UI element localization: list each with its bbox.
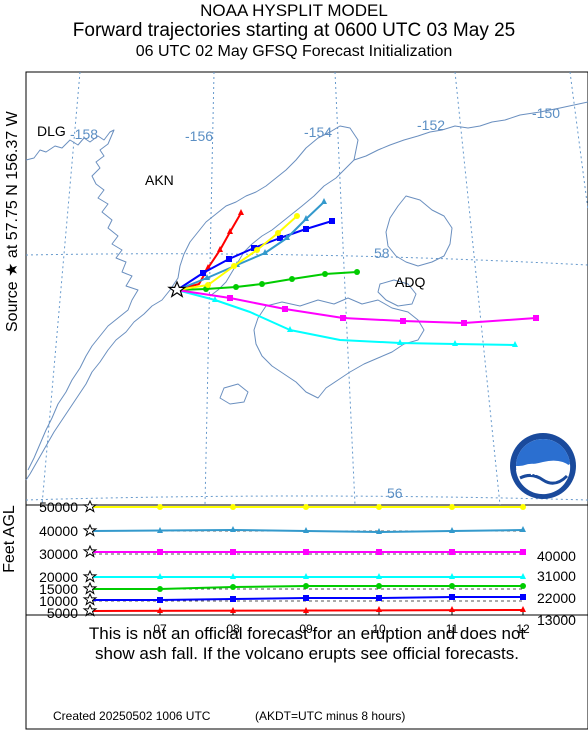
height-line-50000ft [90,504,526,510]
time-tick: 09 [299,622,313,636]
meridian-154 [334,71,356,506]
trajectory-15000ft [176,269,360,292]
trajectory-30000ft [176,289,539,326]
height-tick: 20000 [39,569,78,585]
map-trajectories [176,198,539,347]
lat-label: 58 [374,245,390,261]
height-line-20000ft [90,573,526,579]
created-timestamp: Created 20250502 1006 UTC [53,709,211,723]
place-akn: AKN [145,172,174,188]
disclaimer: This is not an official forecast for an … [26,624,588,664]
time-tick-labels: 07 08 09 10 11 12 [153,622,530,636]
height-line-10000ft [90,594,526,603]
height-line-40000ft [89,526,526,534]
time-tick: 12 [516,622,530,636]
parallel-58 [25,253,588,266]
disclaimer-line-1: This is not an official forecast for an … [88,624,526,643]
noaa-logo: noaa [510,433,576,499]
bristol-bay-coast [25,129,139,471]
star-icon [82,569,98,583]
map-frame [25,71,588,506]
height-tick: 40000 [39,523,78,539]
coastlines [25,101,588,481]
height-tick: 15000 [39,581,78,597]
star-icon [82,544,98,558]
height-right-label: 22000 [537,590,576,606]
lon-label: -152 [417,117,445,133]
time-tick: 08 [226,622,240,636]
star-icon [82,523,98,537]
height-line-500ft [89,606,526,613]
height-tick: 10000 [39,593,78,609]
star-icon [82,499,98,513]
model-title: NOAA HYSPLIT MODEL [200,1,388,20]
trajectory-40000ft [176,198,327,291]
lon-label: -158 [70,126,98,142]
height-source-stars [82,499,98,617]
alaska-peninsula-coast [25,101,588,481]
height-tick-labels: 50000 40000 30000 20000 15000 10000 5000 [39,499,78,621]
time-tick: 07 [153,622,167,636]
cook-inlet-coast [209,159,355,297]
trajectory-10000ft [176,218,335,291]
afognak-coast [377,279,417,307]
graticule-labels: -158 -156 -154 -152 -150 58 56 [70,105,560,501]
height-right-label: 13000 [537,612,576,628]
star-icon [82,592,98,606]
lat-label: 56 [387,485,403,501]
kenai-coast [385,195,453,267]
height-right-label: 40000 [537,548,576,564]
height-line-30000ft [90,549,526,555]
trajectory-50000ft [176,213,300,291]
parallel-56 [25,495,588,501]
disclaimer-line-2: show ash fall. If the volcano erupts see… [95,644,519,663]
height-line-15000ft [90,583,526,592]
trinity-islands-coast [219,383,249,405]
time-tick: 10 [372,622,386,636]
time-tick: 11 [446,622,459,636]
lon-label: -156 [185,128,213,144]
height-tick: 50000 [39,499,78,515]
lon-label: -154 [304,124,332,140]
height-right-labels: 40000 31000 22000 13000 [537,548,576,628]
place-adq: ADQ [395,274,425,290]
disclaimer-frame [25,614,588,730]
place-names: DLG AKN ADQ [37,123,425,290]
trajectory-20000ft [176,289,518,347]
height-trajectories [89,504,526,613]
kodiak-island-coast [253,297,425,399]
source-star-icon [167,280,187,298]
meridian-150 [569,71,588,211]
run-title: Forward trajectories starting at 0600 UT… [72,20,516,41]
height-tick: 5000 [47,605,78,621]
noaa-logo-text: noaa [530,466,557,478]
star-icon [82,581,98,595]
timezone-note: (AKDT=UTC minus 8 hours) [255,709,406,723]
height-right-label: 31000 [537,568,576,584]
forecast-init: 06 UTC 02 May GFSQ Forecast Initializati… [135,43,453,60]
place-dlg: DLG [37,123,66,139]
star-icon [82,603,98,617]
height-tick: 30000 [39,546,78,562]
